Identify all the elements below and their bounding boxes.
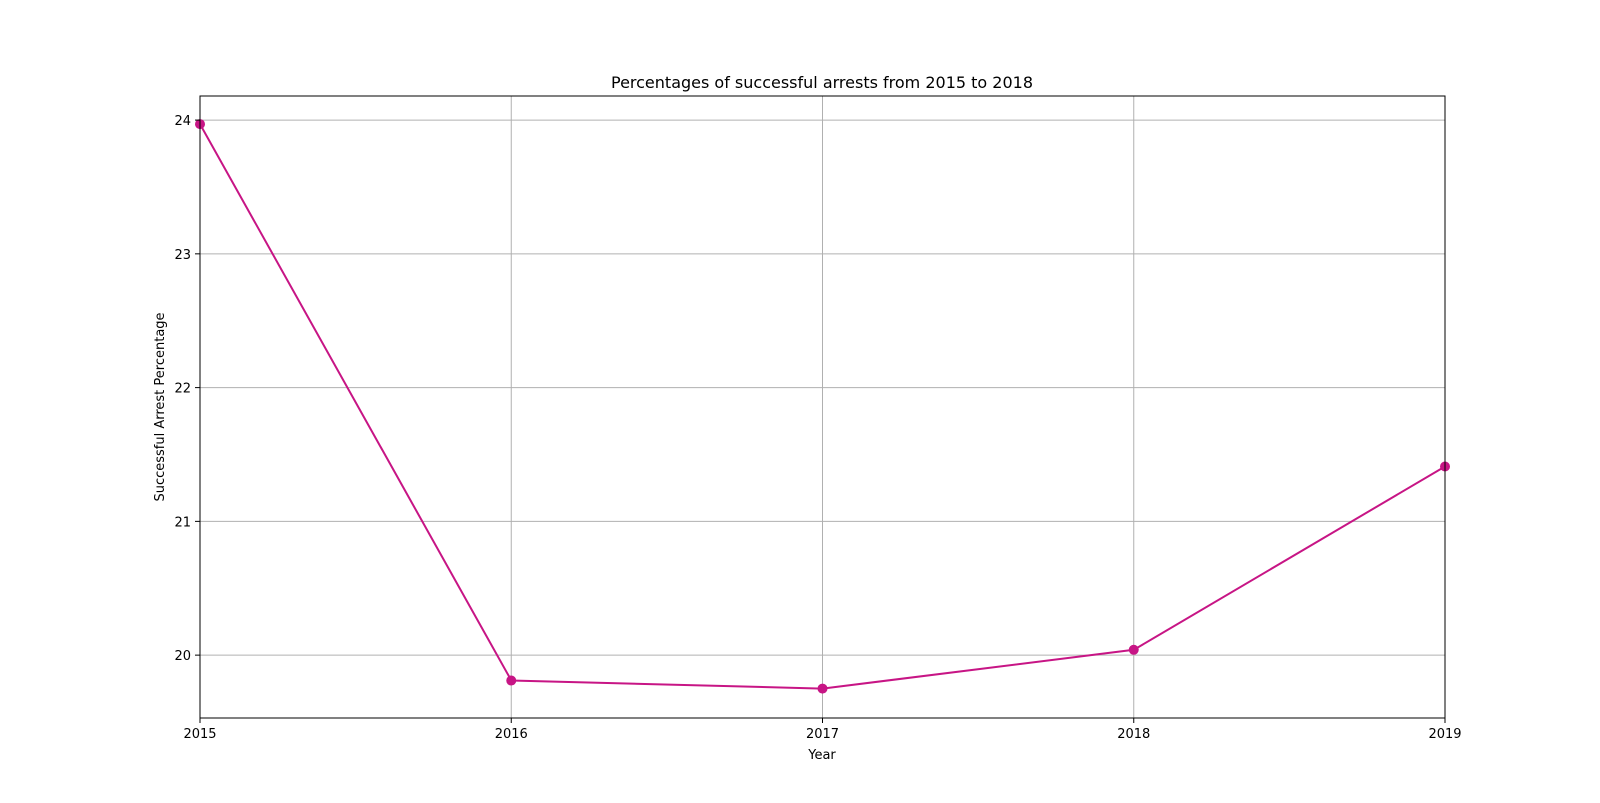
y-tick-label: 20 bbox=[174, 649, 191, 664]
x-tick-label: 2018 bbox=[1117, 727, 1150, 742]
grid-lines bbox=[199, 96, 1446, 718]
data-point-marker bbox=[817, 683, 828, 694]
x-tick-label: 2016 bbox=[495, 727, 528, 742]
data-point-marker bbox=[506, 675, 517, 686]
data-series bbox=[195, 119, 1450, 694]
chart-title: Percentages of successful arrests from 2… bbox=[611, 73, 1033, 92]
y-axis-label: Successful Arrest Percentage bbox=[153, 312, 168, 501]
y-tick-label: 23 bbox=[174, 248, 191, 263]
x-tick-label: 2015 bbox=[183, 727, 216, 742]
axis-ticks: 2015 2016 2017 2018 2019 20 21 22 23 24 bbox=[174, 114, 1461, 742]
x-axis-label: Year bbox=[807, 748, 836, 763]
data-point-marker bbox=[1128, 644, 1139, 655]
y-tick-label: 24 bbox=[174, 114, 191, 129]
x-tick-label: 2017 bbox=[806, 727, 839, 742]
x-tick-label: 2019 bbox=[1428, 727, 1461, 742]
y-tick-label: 21 bbox=[174, 515, 191, 530]
y-tick-label: 22 bbox=[174, 382, 191, 397]
